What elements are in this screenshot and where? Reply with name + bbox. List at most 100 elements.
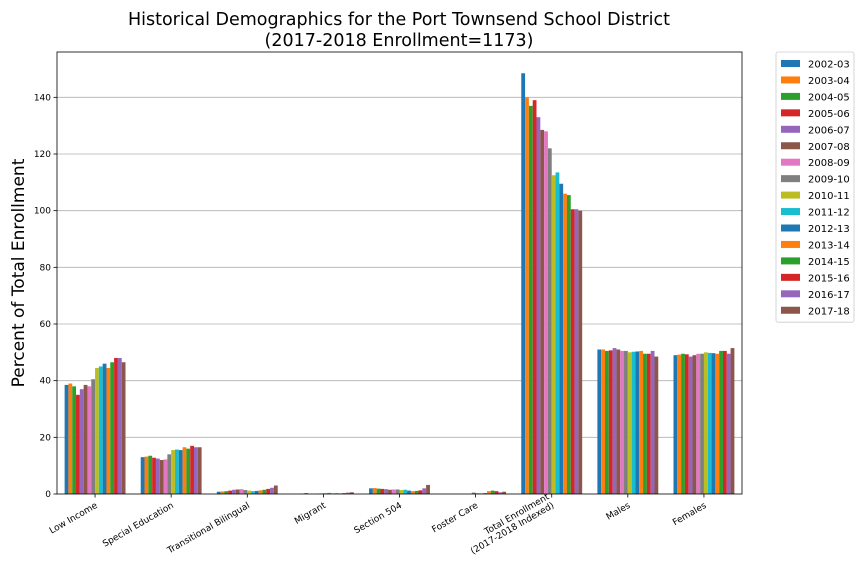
bar bbox=[304, 493, 309, 494]
bar bbox=[646, 353, 651, 494]
bar bbox=[174, 449, 179, 494]
x-tick-label: Total Enrollment(2017-2018 Indexed) bbox=[464, 492, 556, 557]
bar bbox=[334, 493, 339, 494]
bar bbox=[616, 349, 621, 494]
bar bbox=[547, 148, 552, 495]
bar bbox=[627, 352, 632, 494]
y-tick-label: 120 bbox=[34, 150, 51, 160]
legend-swatch bbox=[781, 125, 800, 133]
bar bbox=[228, 490, 233, 494]
legend-swatch bbox=[781, 60, 800, 67]
x-tick-label: Section 504 bbox=[353, 501, 405, 537]
bar bbox=[624, 350, 628, 494]
bar bbox=[639, 350, 644, 494]
legend-swatch bbox=[781, 240, 800, 248]
bar bbox=[536, 117, 541, 495]
bar bbox=[140, 457, 145, 494]
legend-swatch bbox=[781, 109, 800, 117]
bar bbox=[688, 356, 693, 494]
bar bbox=[342, 493, 347, 494]
legend-label: 2005-06 bbox=[808, 109, 850, 120]
x-tick-label: Foster Care bbox=[430, 501, 480, 536]
legend-swatch bbox=[781, 175, 800, 183]
gridlines bbox=[57, 96, 742, 438]
x-tick-label-line: Migrant bbox=[293, 501, 328, 527]
bar bbox=[270, 487, 274, 494]
bar bbox=[414, 490, 419, 494]
legend-swatch bbox=[781, 158, 800, 166]
chart-title: Historical Demographics for the Port Tow… bbox=[128, 10, 670, 30]
bar bbox=[232, 489, 236, 494]
bar bbox=[490, 490, 495, 494]
legend-label: 2011-12 bbox=[808, 208, 850, 219]
bar bbox=[186, 448, 191, 494]
legend: 2002-03 2003-04 2004-05 2005-06 2006-07 2007-… bbox=[775, 51, 855, 323]
bar bbox=[152, 457, 156, 494]
bar bbox=[178, 450, 183, 494]
bar bbox=[605, 350, 609, 494]
y-tick-label: 140 bbox=[34, 93, 51, 103]
bar bbox=[110, 362, 115, 494]
x-tick-label-line: Low Income bbox=[48, 501, 100, 537]
bar bbox=[540, 129, 545, 494]
bar bbox=[696, 353, 701, 494]
bar bbox=[643, 353, 647, 494]
y-tick-label: 80 bbox=[40, 263, 52, 273]
bar bbox=[722, 350, 727, 494]
y-axis-label: Percent of Total Enrollment bbox=[9, 158, 29, 387]
bar bbox=[601, 349, 605, 494]
bar bbox=[730, 348, 735, 494]
bar bbox=[475, 493, 480, 494]
bar bbox=[102, 363, 107, 494]
bar bbox=[64, 384, 69, 494]
bar bbox=[114, 358, 118, 494]
bar bbox=[266, 488, 271, 494]
bar bbox=[273, 485, 278, 494]
bar bbox=[566, 195, 571, 495]
bars-group bbox=[64, 73, 735, 495]
bar bbox=[715, 353, 720, 494]
bar bbox=[494, 491, 499, 494]
legend-swatch bbox=[781, 257, 800, 265]
bar bbox=[258, 490, 263, 494]
bar bbox=[243, 490, 248, 494]
y-tick-label: 100 bbox=[34, 207, 51, 217]
bar bbox=[570, 209, 575, 494]
bar bbox=[262, 489, 267, 494]
legend-swatch bbox=[781, 224, 800, 232]
bar bbox=[380, 488, 385, 494]
legend-label: 2012-13 bbox=[808, 224, 850, 235]
legend-swatch bbox=[781, 290, 800, 298]
bar bbox=[163, 459, 168, 494]
legend-label: 2003-04 bbox=[808, 76, 850, 87]
bar bbox=[711, 353, 716, 494]
chart-subtitle: (2017-2018 Enrollment=1173) bbox=[265, 31, 534, 51]
legend-label: 2016-17 bbox=[808, 290, 850, 301]
bar bbox=[418, 490, 423, 494]
bar bbox=[72, 386, 77, 494]
bar bbox=[388, 489, 392, 494]
bar bbox=[197, 447, 202, 494]
x-tick-label: Low Income bbox=[48, 501, 100, 537]
x-tick-label-line: Foster Care bbox=[430, 501, 480, 536]
bar bbox=[167, 454, 172, 494]
bar bbox=[171, 450, 175, 494]
bar bbox=[376, 488, 381, 494]
x-tick-label: Females bbox=[671, 501, 709, 528]
bar bbox=[620, 350, 625, 494]
bar bbox=[528, 105, 533, 494]
bar bbox=[650, 350, 655, 494]
x-tick-label: Migrant bbox=[293, 501, 328, 527]
bar bbox=[91, 379, 96, 494]
bar bbox=[532, 100, 537, 495]
legend-swatch bbox=[781, 76, 800, 84]
bar bbox=[235, 489, 240, 494]
bar bbox=[323, 493, 328, 494]
y-tick-label: 20 bbox=[40, 433, 52, 443]
legend-label: 2013-14 bbox=[808, 240, 850, 251]
bar bbox=[384, 489, 389, 494]
bar bbox=[521, 73, 526, 494]
bar bbox=[346, 492, 351, 494]
bar bbox=[631, 351, 636, 494]
bar bbox=[703, 352, 708, 494]
